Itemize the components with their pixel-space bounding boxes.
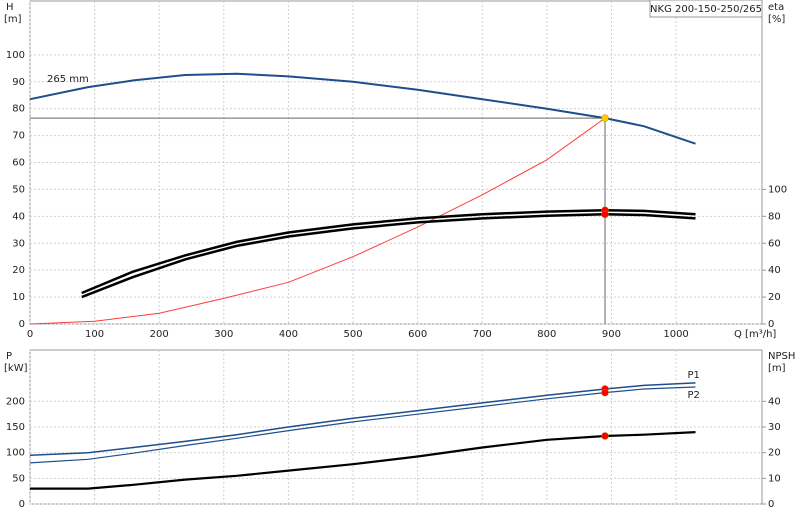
y2-tick-label: 80 (768, 211, 781, 222)
y2-tick-label: 0 (768, 319, 774, 330)
series-line (30, 431, 696, 490)
duty-point (601, 210, 609, 219)
series-line (81, 209, 696, 295)
y-tick-label: 70 (12, 131, 25, 142)
y2-axis-label: eta (768, 2, 784, 13)
x-tick-label: 1000 (663, 329, 688, 340)
x-tick-label: 800 (537, 329, 556, 340)
y-axis-unit: [kW] (4, 363, 28, 374)
y2-axis-unit: [%] (768, 14, 785, 25)
y2-tick-label: 100 (768, 184, 787, 195)
x-tick-label: 0 (27, 329, 33, 340)
series-label: P2 (687, 390, 699, 401)
y-tick-label: 150 (6, 422, 25, 433)
y-tick-label: 100 (6, 50, 25, 61)
x-axis-label: Q [m³/h] (734, 329, 776, 340)
y-tick-label: 50 (12, 473, 25, 484)
y2-tick-label: 30 (768, 422, 781, 433)
y2-axis-unit: [m] (768, 363, 786, 374)
y-tick-label: 30 (12, 238, 25, 249)
y2-axis-label: NPSH (768, 351, 795, 362)
y-tick-label: 50 (12, 184, 25, 195)
y-tick-label: 100 (6, 448, 25, 459)
x-tick-label: 600 (408, 329, 427, 340)
y-tick-label: 90 (12, 77, 25, 88)
x-tick-label: 700 (473, 329, 492, 340)
y2-tick-label: 0 (768, 499, 774, 510)
curve-annotation: 265 mm (47, 74, 89, 85)
y2-tick-label: 20 (768, 448, 781, 459)
x-tick-label: 900 (602, 329, 621, 340)
y2-tick-label: 40 (768, 265, 781, 276)
y-axis-label: H (6, 2, 14, 13)
y-axis-label: P (6, 351, 12, 362)
chart-title: NKG 200-150-250/265 (650, 4, 762, 15)
y-tick-label: 20 (12, 265, 25, 276)
x-tick-label: 100 (85, 329, 104, 340)
y-tick-label: 80 (12, 104, 25, 115)
series-line (29, 117, 606, 325)
x-tick-label: 300 (214, 329, 233, 340)
series-line (29, 386, 696, 464)
x-tick-label: 500 (343, 329, 362, 340)
series-label: P1 (687, 370, 699, 381)
series-line (81, 213, 696, 299)
y2-tick-label: 20 (768, 292, 781, 303)
x-tick-label: 200 (150, 329, 169, 340)
y2-tick-label: 40 (768, 396, 781, 407)
y2-tick-label: 60 (768, 238, 781, 249)
y-tick-label: 0 (19, 499, 25, 510)
y-tick-label: 0 (19, 319, 25, 330)
duty-point (601, 388, 609, 397)
duty-point (601, 114, 609, 122)
y-tick-label: 200 (6, 396, 25, 407)
duty-point (601, 432, 609, 440)
y-tick-label: 60 (12, 158, 25, 169)
y-axis-unit: [m] (4, 14, 22, 25)
y2-tick-label: 10 (768, 473, 781, 484)
y-tick-label: 10 (12, 292, 25, 303)
title-box (649, 0, 763, 18)
y-tick-label: 40 (12, 211, 25, 222)
x-tick-label: 400 (279, 329, 298, 340)
